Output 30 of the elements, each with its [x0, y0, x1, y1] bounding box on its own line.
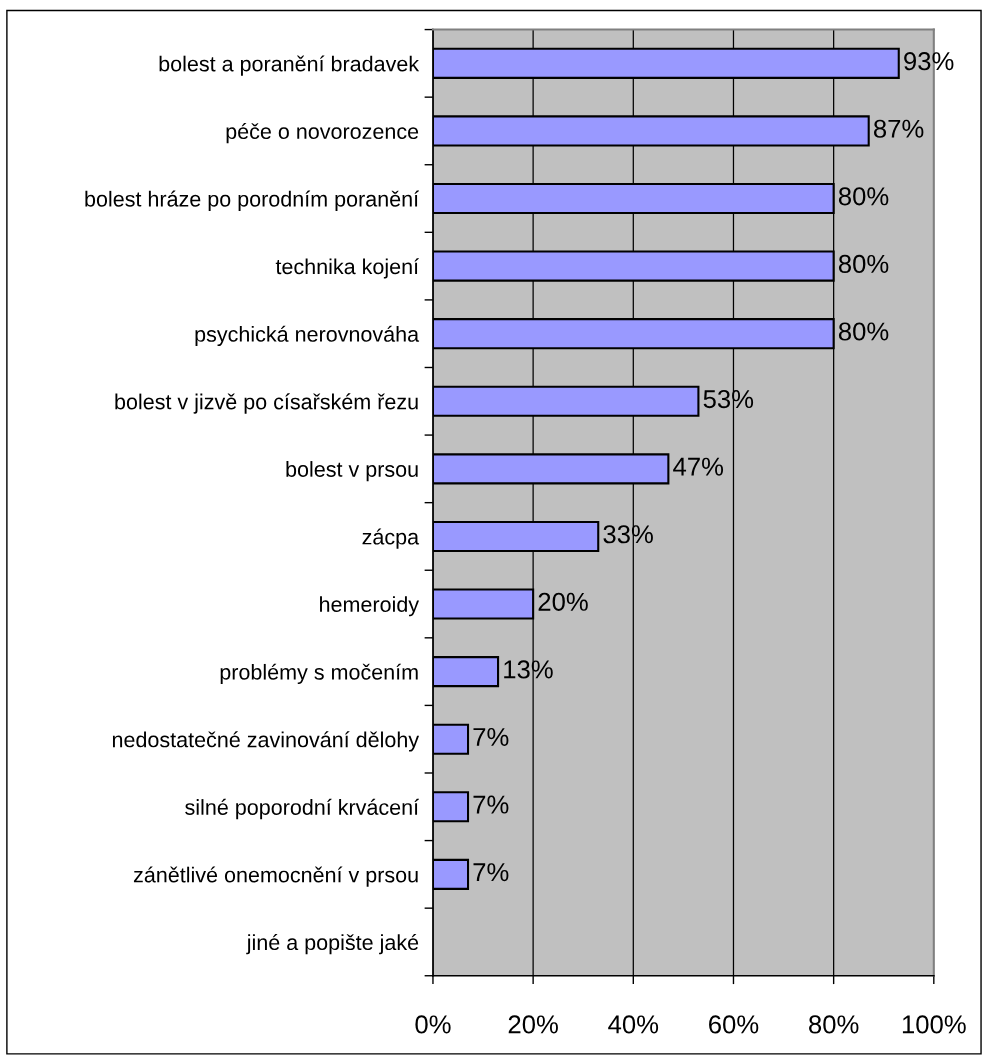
- x-tick-label: 100%: [902, 1015, 966, 1034]
- data-label: 7%: [473, 795, 509, 814]
- y-tick-label: péče o novorozence: [226, 123, 419, 144]
- y-tick-label: problémy s močením: [220, 663, 418, 685]
- data-label: 93%: [904, 52, 954, 71]
- y-tick-label: bolest v prsou: [286, 461, 418, 482]
- y-tick-label: zácpa: [362, 528, 420, 549]
- data-label: 20%: [538, 592, 588, 611]
- x-tick-label: 40%: [608, 1015, 659, 1034]
- x-tick-label: 0%: [415, 1015, 451, 1034]
- y-tick-label: psychická nerovnováha: [195, 325, 420, 347]
- data-label: 7%: [473, 863, 509, 882]
- y-tick-label: technika kojení: [275, 258, 419, 279]
- y-tick-label: bolest v jizvě po císařském řezu: [115, 393, 418, 414]
- y-tick-label: bolest hráze po porodním poranění: [85, 190, 420, 211]
- data-label: 80%: [838, 187, 889, 206]
- data-label: 80%: [838, 254, 889, 274]
- x-tick-label: 80%: [809, 1015, 859, 1034]
- y-tick-label: hemeroidy: [320, 596, 420, 617]
- x-tick-label: 60%: [709, 1015, 759, 1034]
- x-tick-label: 20%: [508, 1015, 558, 1034]
- data-label: 80%: [838, 322, 889, 341]
- data-label: 47%: [673, 457, 724, 476]
- y-tick-label: jiné a popište jaké: [246, 934, 419, 955]
- y-tick-label: silné poporodní krvácení: [185, 798, 419, 820]
- data-label: 7%: [473, 728, 509, 746]
- y-tick-label: bolest a poranění bradavek: [159, 55, 420, 76]
- y-tick-label: nedostatečné zavinování dělohy: [112, 731, 420, 752]
- y-tick-label: zánětlivé onemocnění v prsou: [133, 866, 418, 887]
- data-label: 87%: [873, 119, 924, 138]
